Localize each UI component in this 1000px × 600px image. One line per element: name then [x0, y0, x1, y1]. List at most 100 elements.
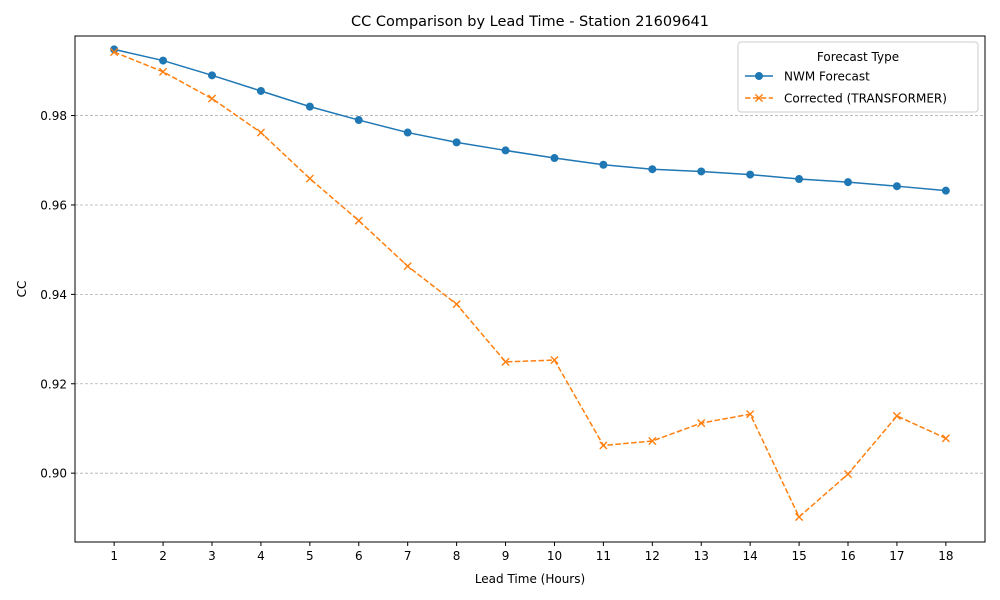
x-tick-label: 8 — [453, 549, 461, 563]
legend: Forecast Type NWM Forecast Corrected (TRA… — [737, 41, 979, 113]
x-tick-label: 1 — [110, 549, 118, 563]
x-marker-stroke — [843, 469, 853, 479]
x-marker-stroke — [550, 355, 559, 365]
data-point — [794, 512, 804, 522]
data-point — [648, 165, 657, 174]
x-marker-stroke — [754, 93, 764, 103]
y-tick-label: 0.96 — [40, 198, 67, 212]
data-point — [305, 102, 314, 111]
x-marker-stroke — [501, 357, 510, 366]
plot-frame — [74, 35, 986, 543]
data-point — [746, 410, 755, 419]
x-marker-stroke — [941, 434, 950, 443]
x-tick-label: 15 — [791, 549, 806, 563]
x-marker-stroke — [746, 410, 755, 419]
x-tick-label: 14 — [743, 549, 758, 563]
data-point — [550, 355, 559, 365]
data-point — [697, 167, 706, 176]
x-marker-stroke — [648, 436, 657, 446]
data-point — [452, 138, 461, 147]
y-tick-label: 0.92 — [40, 377, 67, 391]
series-line — [113, 48, 946, 192]
x-marker-stroke — [794, 512, 804, 522]
data-point — [403, 128, 412, 137]
x-tick-label: 16 — [840, 549, 855, 563]
x-tick-label: 17 — [889, 549, 904, 563]
x-marker-stroke — [452, 300, 461, 309]
data-point — [159, 56, 168, 65]
series-lines — [110, 45, 950, 522]
y-tick-label: 0.94 — [40, 288, 67, 302]
legend-entry: NWM Forecast — [745, 70, 870, 84]
x-tick-label: 2 — [159, 549, 167, 563]
series-corrected-transformer — [110, 47, 950, 522]
data-point — [158, 67, 168, 76]
data-point — [697, 419, 706, 428]
legend-entry: Corrected (TRANSFORMER) — [745, 92, 947, 106]
data-point — [843, 469, 853, 479]
data-point — [844, 178, 853, 187]
data-point — [207, 94, 217, 103]
data-point — [746, 170, 755, 179]
legend-label: Corrected (TRANSFORMER) — [784, 92, 947, 106]
x-axis-label: Lead Time (Hours) — [475, 572, 585, 586]
data-point — [354, 216, 363, 225]
x-marker-stroke — [697, 419, 706, 428]
x-axis-ticks: 1 2 3 4 5 6 7 8 9 10 11 12 13 14 15 16 17 18 — [110, 542, 954, 563]
data-point — [305, 174, 314, 183]
legend-marker — [754, 93, 764, 103]
data-point — [795, 175, 804, 184]
x-marker-stroke — [599, 441, 608, 450]
legend-marker — [755, 72, 763, 80]
x-marker-stroke — [403, 262, 412, 271]
data-point — [941, 186, 950, 195]
data-point — [354, 116, 363, 125]
grid-lines — [75, 115, 985, 474]
legend-label: NWM Forecast — [784, 70, 870, 84]
data-point — [892, 182, 901, 191]
x-tick-label: 4 — [257, 549, 265, 563]
x-marker-stroke — [305, 174, 314, 183]
data-point — [648, 436, 657, 446]
legend-title: Forecast Type — [817, 50, 899, 64]
data-point — [501, 357, 510, 366]
data-point — [941, 434, 950, 443]
x-tick-label: 11 — [596, 549, 611, 563]
data-point — [110, 47, 119, 57]
x-tick-label: 13 — [694, 549, 709, 563]
data-point — [599, 441, 608, 450]
series-line — [113, 51, 947, 519]
data-point — [892, 411, 902, 421]
data-point — [599, 160, 608, 169]
data-point — [501, 146, 510, 155]
legend-box — [737, 41, 979, 113]
y-tick-label: 0.90 — [40, 467, 67, 481]
data-point — [207, 71, 216, 80]
x-marker-stroke — [256, 128, 266, 137]
x-tick-label: 9 — [502, 549, 510, 563]
data-point — [550, 154, 559, 163]
y-axis-label: CC — [15, 281, 29, 298]
x-tick-label: 3 — [208, 549, 216, 563]
x-marker-stroke — [892, 411, 902, 421]
data-point — [256, 128, 266, 137]
x-marker-stroke — [354, 216, 363, 225]
x-tick-label: 10 — [547, 549, 562, 563]
data-point — [110, 45, 119, 54]
x-tick-label: 12 — [645, 549, 660, 563]
data-point — [452, 300, 461, 309]
data-point — [403, 262, 412, 271]
x-tick-label: 5 — [306, 549, 314, 563]
chart-title: CC Comparison by Lead Time - Station 216… — [351, 14, 709, 30]
series-nwm-forecast — [110, 45, 950, 195]
x-tick-label: 18 — [938, 549, 953, 563]
x-tick-label: 7 — [404, 549, 412, 563]
data-point — [256, 86, 265, 95]
legend-entries: NWM Forecast Corrected (TRANSFORMER) — [745, 70, 947, 106]
x-tick-label: 6 — [355, 549, 363, 563]
y-axis-ticks: 0.90 0.92 0.94 0.96 0.98 — [40, 109, 75, 481]
x-marker-stroke — [158, 67, 168, 76]
x-marker-stroke — [110, 47, 119, 57]
y-tick-label: 0.98 — [40, 109, 67, 123]
x-marker-stroke — [207, 94, 217, 103]
